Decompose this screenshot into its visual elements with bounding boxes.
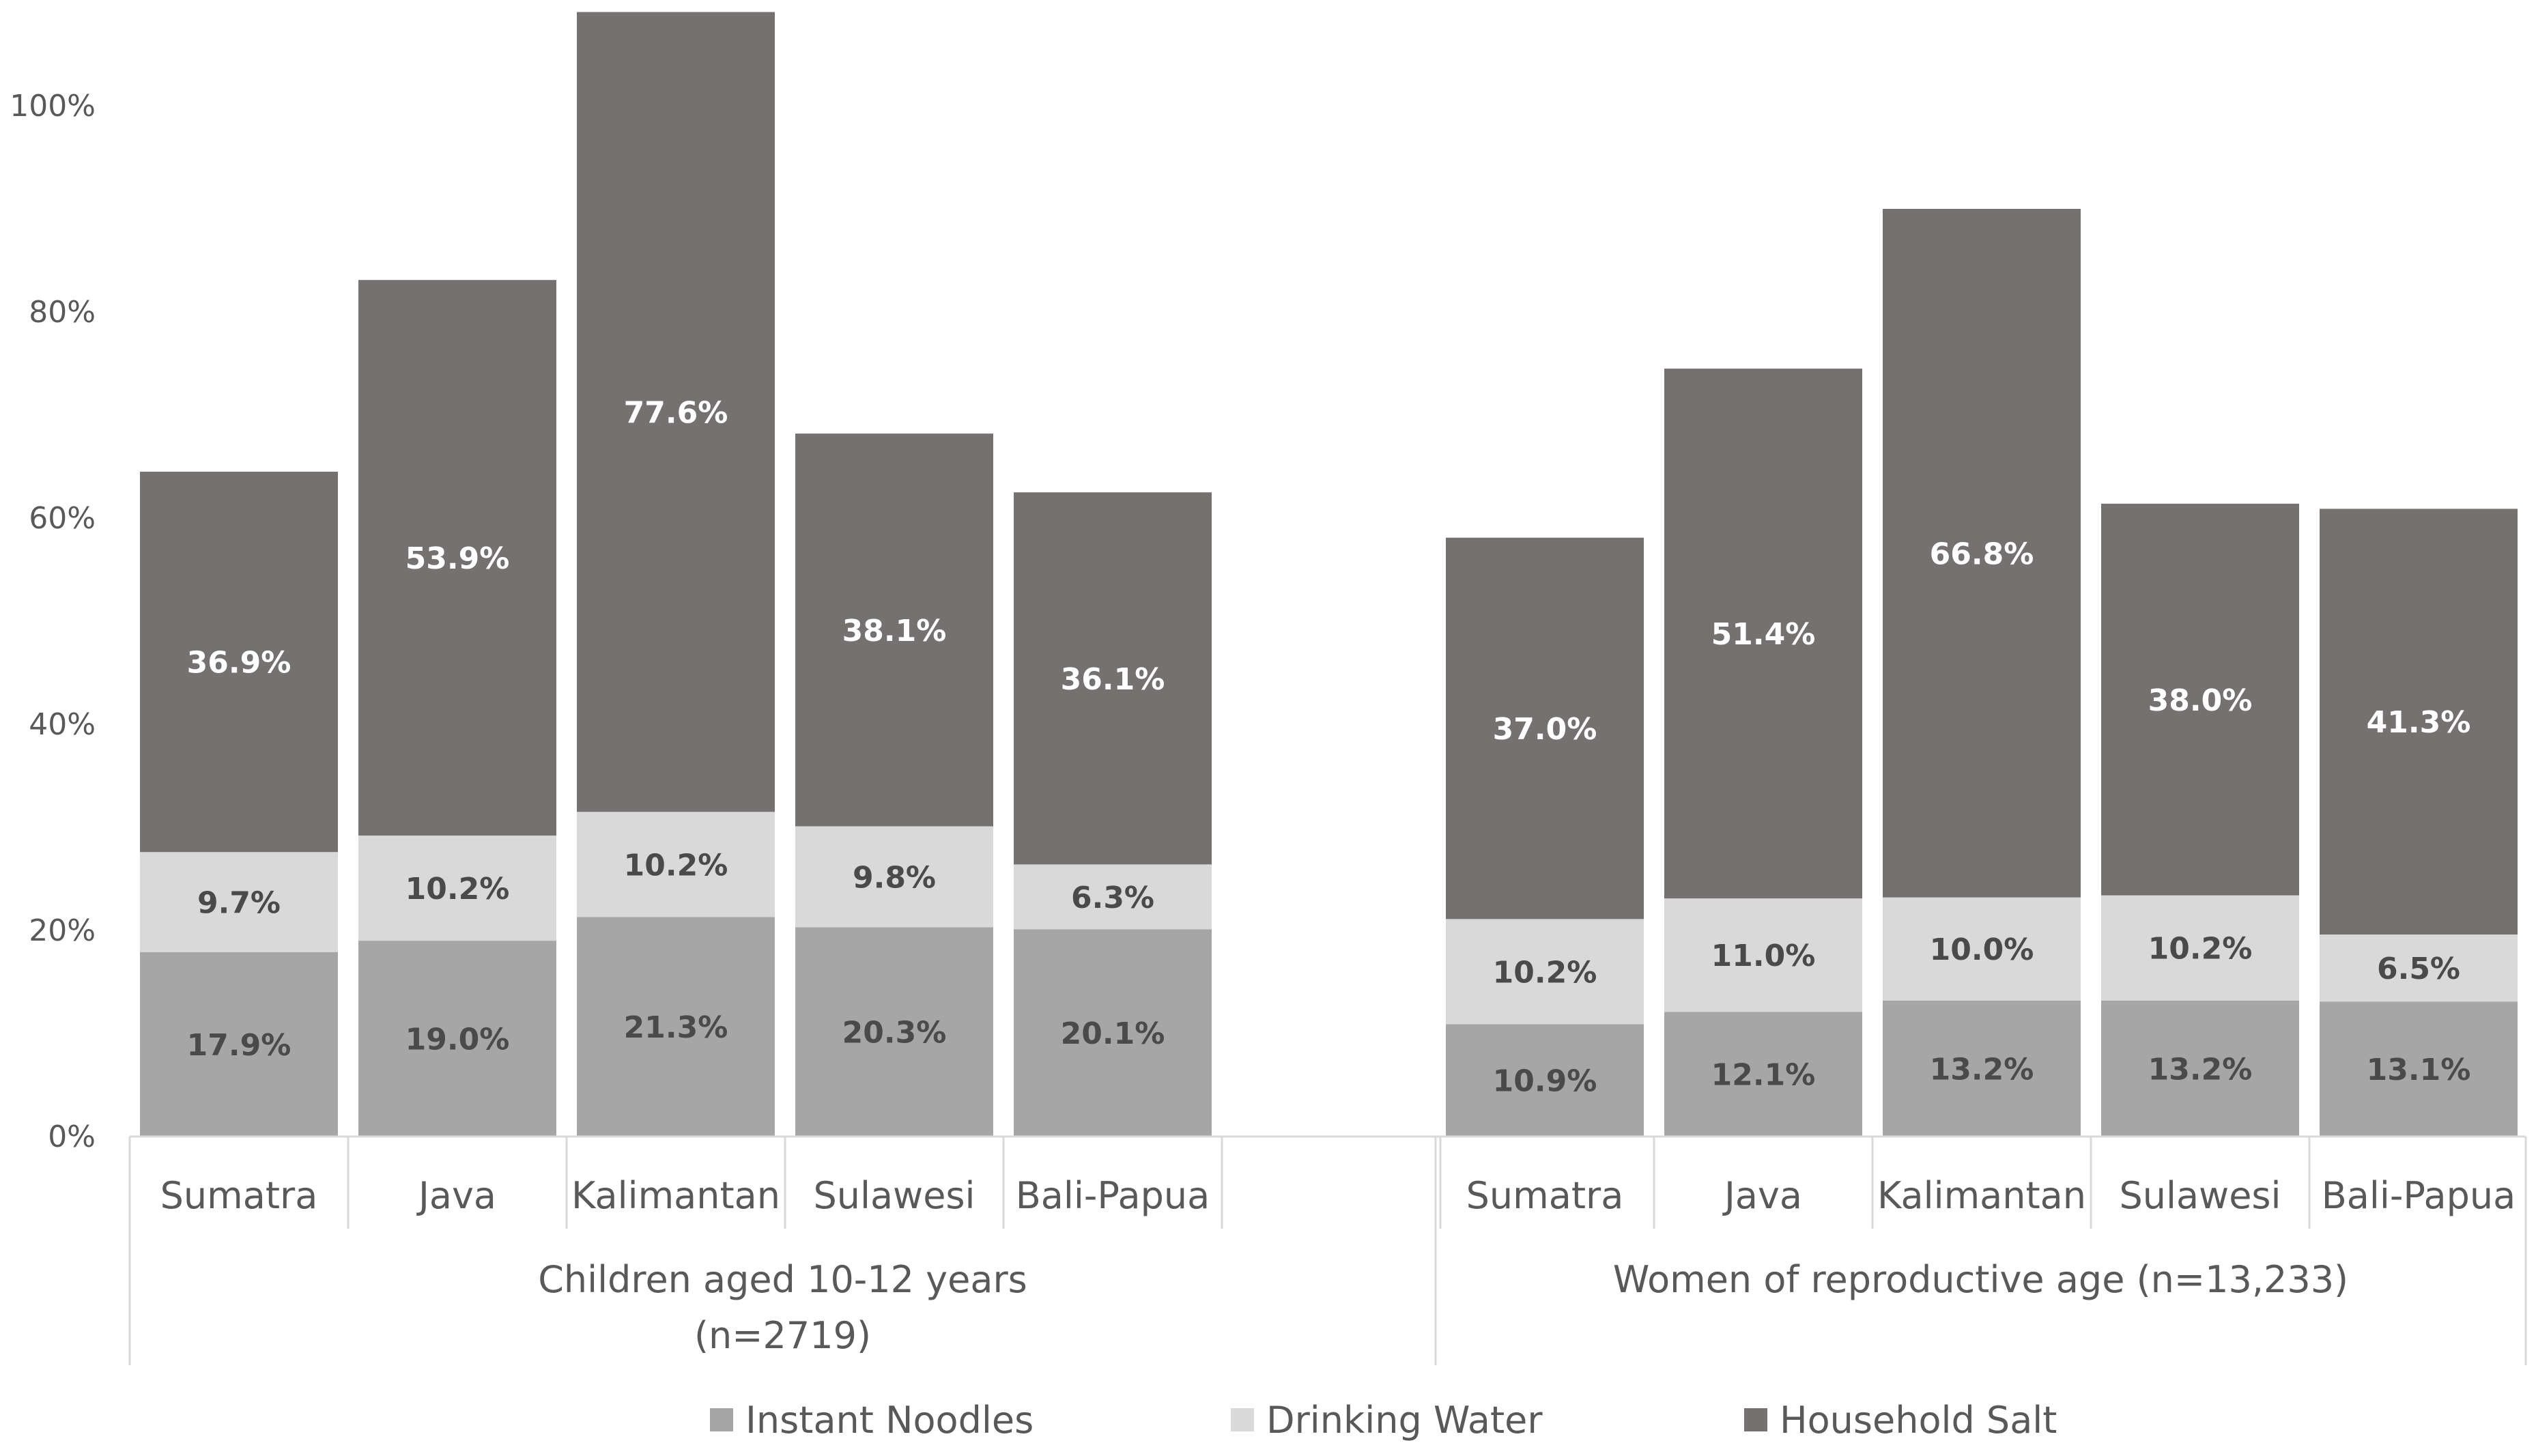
bar-segment [140, 852, 338, 952]
data-label: 77.6% [624, 395, 728, 430]
category-label: Sumatra [1466, 1174, 1624, 1217]
bar-segment [577, 917, 775, 1137]
bar-segment [2101, 1000, 2299, 1137]
bar-segment [358, 941, 556, 1137]
category-label: Sulawesi [813, 1174, 975, 1217]
y-tick-label: 80% [29, 295, 96, 330]
data-label: 66.8% [1930, 537, 2034, 571]
bar-segment [1446, 537, 1644, 919]
bar-segment [577, 812, 775, 917]
bar-segment [577, 12, 775, 812]
y-tick-label: 20% [29, 913, 96, 948]
y-axis: 0% 20% 40% 60% 80% 100% [10, 89, 96, 1154]
category-label: Kalimantan [1877, 1174, 2086, 1217]
data-label: 10.2% [405, 872, 510, 907]
bar-segment [1883, 209, 2081, 898]
group-label: Children aged 10-12 years [538, 1258, 1027, 1301]
group-label: Women of reproductive age (n=13,233) [1613, 1258, 2348, 1301]
legend-swatch [1231, 1408, 1254, 1431]
category-label: Bali-Papua [2322, 1174, 2516, 1217]
data-label: 10.9% [1493, 1064, 1597, 1099]
data-label: 38.0% [2148, 683, 2253, 718]
legend: Instant Noodles Drinking Water Household S… [710, 1399, 2057, 1442]
data-label: 20.1% [1061, 1016, 1165, 1051]
bar-segment [1446, 1024, 1644, 1137]
legend-swatch [710, 1408, 733, 1431]
data-label: 38.1% [842, 614, 947, 648]
data-label: 9.8% [853, 860, 936, 895]
legend-label: Household Salt [1780, 1399, 2057, 1442]
y-tick-label: 40% [29, 707, 96, 742]
bar-segment [1883, 897, 2081, 1001]
data-label: 17.9% [187, 1028, 291, 1063]
legend-swatch [1744, 1408, 1767, 1431]
data-label: 20.3% [842, 1016, 947, 1051]
category-label: Sumatra [160, 1174, 318, 1217]
bar-segment [2101, 503, 2299, 896]
bar-segment [358, 280, 556, 836]
bar-segment [1014, 492, 1212, 865]
y-tick-label: 60% [29, 501, 96, 536]
data-label: 12.1% [1711, 1058, 1816, 1093]
data-label: 10.2% [624, 848, 728, 883]
bar-segment [795, 927, 993, 1137]
data-label: 37.0% [1493, 712, 1597, 747]
bar-segment [140, 472, 338, 853]
bar-segment [1664, 1012, 1862, 1137]
data-label: 13.1% [2367, 1053, 2471, 1087]
bar-segment [1446, 919, 1644, 1025]
legend-label: Instant Noodles [745, 1399, 1034, 1442]
category-label: Kalimantan [571, 1174, 780, 1217]
data-label: 41.3% [2367, 705, 2471, 740]
data-label: 36.9% [187, 646, 291, 681]
data-label: 11.0% [1711, 939, 1816, 973]
data-label: 13.2% [1930, 1052, 2034, 1087]
category-label: Sulawesi [2119, 1174, 2281, 1217]
x-axis: Sumatra Java Kalimantan Sulawesi Bali-Papua C… [128, 1135, 2527, 1365]
data-label: 6.3% [1071, 881, 1154, 915]
data-label: 51.4% [1711, 617, 1816, 652]
bar-segment [1014, 929, 1212, 1137]
group-label-sub: (n=2719) [694, 1314, 871, 1357]
data-label: 19.0% [405, 1023, 510, 1057]
bar-segment [1664, 369, 1862, 899]
data-label: 36.1% [1061, 662, 1165, 697]
data-label: 21.3% [624, 1010, 728, 1045]
data-label: 53.9% [405, 541, 510, 576]
y-tick-label: 100% [10, 89, 96, 124]
bar-segment [2320, 509, 2518, 935]
data-label: 9.7% [197, 885, 281, 920]
bar-segment [358, 836, 556, 941]
bar-segment [1014, 864, 1212, 930]
data-label: 13.2% [2148, 1052, 2253, 1087]
bar-segment [2101, 895, 2299, 1001]
bars-layer: 17.9% 9.7% 36.9% 19.0% 10.2% 53.9% 21.3% 10.2% 7… [140, 12, 2518, 1137]
bar-segment [795, 826, 993, 928]
bar-segment [2320, 934, 2518, 1002]
bar-segment [1883, 1000, 2081, 1137]
category-label: Java [1722, 1174, 1802, 1217]
bar-segment [1664, 898, 1862, 1012]
y-tick-label: 0% [48, 1119, 96, 1154]
data-label: 10.2% [1493, 955, 1597, 990]
category-label: Bali-Papua [1016, 1174, 1210, 1217]
category-label: Java [416, 1174, 496, 1217]
bar-segment [2320, 1001, 2518, 1137]
data-label: 6.5% [2377, 952, 2460, 986]
bar-segment [795, 433, 993, 827]
legend-label: Drinking Water [1266, 1399, 1543, 1442]
data-label: 10.2% [2148, 932, 2253, 967]
bar-segment [140, 952, 338, 1137]
data-label: 10.0% [1930, 932, 2034, 967]
